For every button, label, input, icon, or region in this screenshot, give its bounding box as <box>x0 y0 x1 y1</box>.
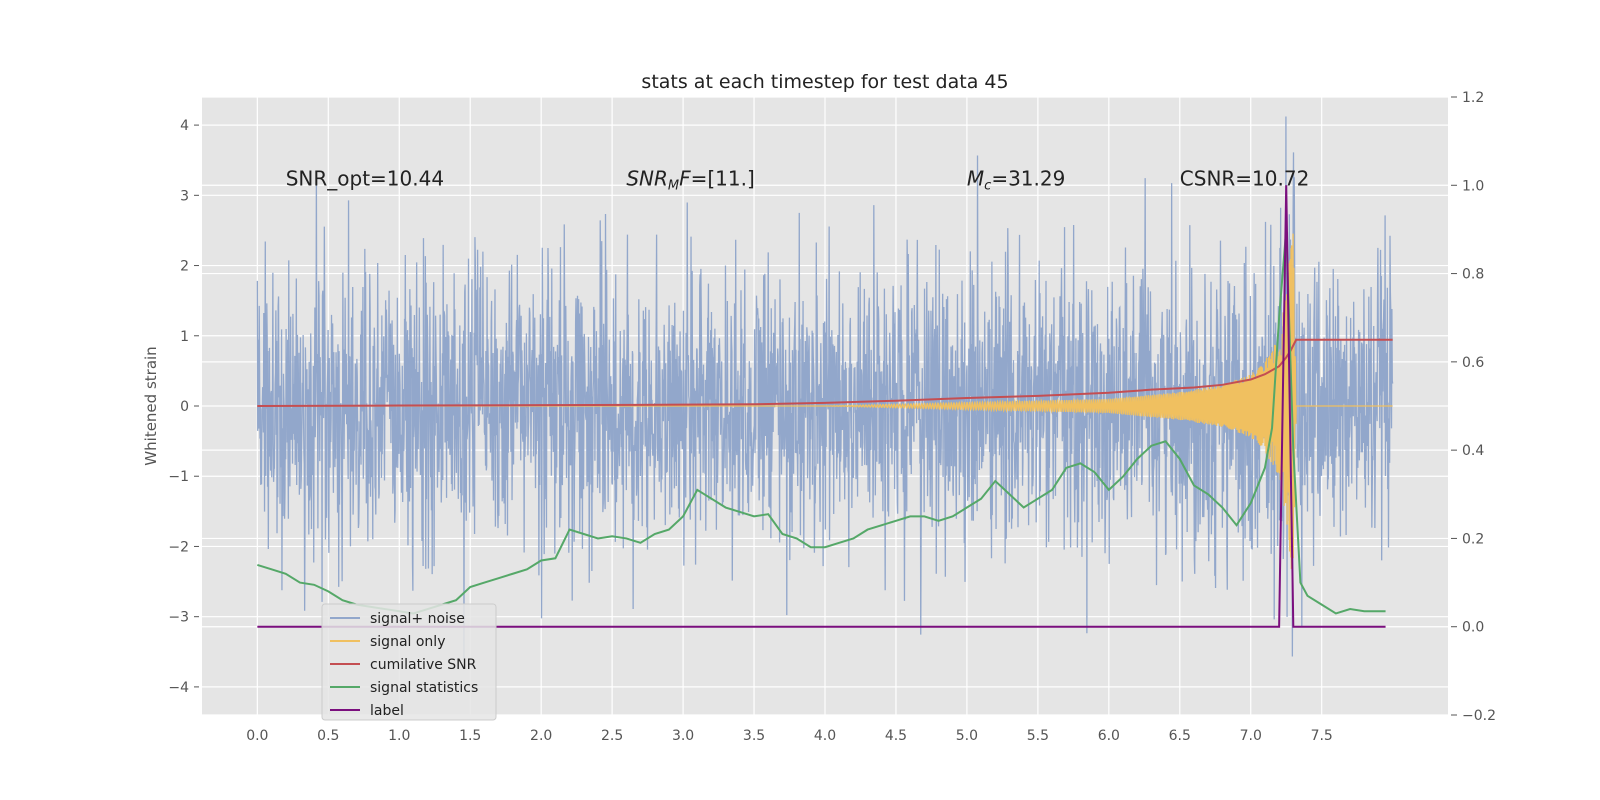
y2-tick-label: 1.2 <box>1462 90 1484 106</box>
y-tick-label: 2 <box>180 259 189 275</box>
legend: signal+ noise signal only cumilative SNR si… <box>321 603 497 721</box>
series-label <box>257 185 1386 628</box>
series-cumulative-snr <box>257 338 1393 407</box>
y-tick-label: 0 <box>180 399 189 415</box>
x-tick-label: 2.0 <box>530 728 552 744</box>
x-tick-label: 5.5 <box>1027 728 1049 744</box>
x-tick-label: 4.5 <box>885 728 907 744</box>
legend-entry: label <box>370 703 404 719</box>
y-axis-label: Whitened strain <box>142 346 160 465</box>
legend-entry: cumilative SNR <box>370 657 477 673</box>
x-tick-label: 2.5 <box>601 728 623 744</box>
series-layer <box>256 116 1394 659</box>
y2-tick-label: 0.4 <box>1462 443 1484 459</box>
y2-tick-label: 0.2 <box>1462 531 1484 547</box>
y2-tick-label: −0.2 <box>1462 708 1496 724</box>
y-tick-label: −3 <box>168 610 189 626</box>
x-tick-label: 7.0 <box>1240 728 1262 744</box>
x-tick-label: 1.5 <box>459 728 481 744</box>
legend-entry: signal statistics <box>370 680 478 696</box>
legend-entry: signal only <box>370 634 445 650</box>
x-tick-label: 4.0 <box>814 728 836 744</box>
x-tick-label: 5.0 <box>956 728 978 744</box>
x-tick-label: 6.5 <box>1169 728 1191 744</box>
y2-tick-label: 0.6 <box>1462 355 1484 371</box>
y2-tick-label: 0.8 <box>1462 267 1484 283</box>
y-tick-label: 4 <box>180 118 189 134</box>
chart-title: stats at each timestep for test data 45 <box>641 71 1008 93</box>
right-axis-ticks: 1.2 1.0 0.8 0.6 0.4 0.2 0.0 −0.2 <box>1451 90 1496 724</box>
x-tick-label: 3.5 <box>743 728 765 744</box>
series-signal-statistics <box>257 229 1386 615</box>
y-tick-label: 3 <box>180 188 189 204</box>
y-tick-label: −1 <box>168 469 189 485</box>
legend-entry: signal+ noise <box>370 611 465 627</box>
x-tick-label: 0.5 <box>317 728 339 744</box>
x-tick-label: 0.0 <box>246 728 268 744</box>
annotations: SNR_opt=10.44 SNRMF=[11.] Mc=31.29 CSNR=10.… <box>286 166 1310 193</box>
x-tick-label: 3.0 <box>672 728 694 744</box>
x-tick-label: 6.0 <box>1098 728 1120 744</box>
annotation-1: SNRMF=[11.] <box>626 166 754 193</box>
legend-frame <box>321 603 497 721</box>
x-tick-label: 1.0 <box>388 728 410 744</box>
x-axis-ticks: 0.0 0.5 1.0 1.5 2.0 2.5 3.0 3.5 4.0 4.5 5.0 5.5 6.0 6… <box>246 728 1333 744</box>
y-tick-label: −2 <box>168 539 189 555</box>
annotation-3: CSNR=10.72 <box>1180 166 1310 190</box>
annotation-2: Mc=31.29 <box>967 166 1065 193</box>
y2-tick-label: 1.0 <box>1462 178 1484 194</box>
series-signal-noise <box>256 116 1394 659</box>
y-tick-label: −4 <box>168 680 189 696</box>
y2-tick-label: 0.0 <box>1462 620 1484 636</box>
annotation-0: SNR_opt=10.44 <box>286 166 444 190</box>
x-tick-label: 7.5 <box>1311 728 1333 744</box>
left-axis-ticks: 4 3 2 1 0 −1 −2 −3 −4 <box>168 118 199 696</box>
y-tick-label: 1 <box>180 329 189 345</box>
